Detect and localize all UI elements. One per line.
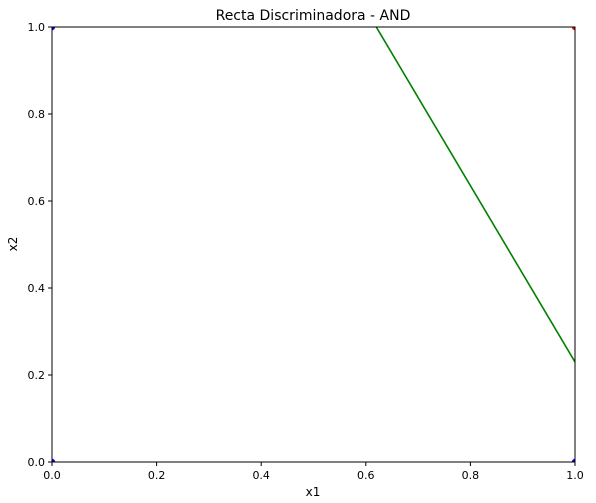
decision-line [375, 27, 575, 363]
x-tick-label: 0.6 [357, 469, 375, 482]
data-point [52, 27, 56, 31]
plot-data-layer [52, 27, 575, 462]
y-axis-label: x2 [6, 237, 20, 252]
x-tick-label: 0.4 [252, 469, 270, 482]
y-tick-label: 0.2 [28, 369, 46, 382]
y-tick-label: 0.6 [28, 195, 46, 208]
y-tick-label: 0.4 [28, 282, 46, 295]
x-tick-label: 0.8 [462, 469, 480, 482]
x-tick-label: 0.0 [43, 469, 61, 482]
x-axis-label: x1 [306, 485, 321, 499]
x-tick-label: 0.2 [148, 469, 166, 482]
x-axis: 0.0 0.2 0.4 0.6 0.8 1.0 [43, 462, 584, 482]
data-point [571, 27, 575, 31]
y-tick-label: 0.8 [28, 108, 46, 121]
plot-frame [51, 26, 576, 463]
data-point [52, 458, 56, 462]
y-tick-label: 0.0 [28, 456, 46, 469]
y-axis: 0.0 0.2 0.4 0.6 0.8 1.0 [28, 21, 52, 469]
x-tick-label: 1.0 [566, 469, 584, 482]
chart-title: Recta Discriminadora - AND [216, 8, 411, 24]
data-point [571, 458, 575, 462]
y-tick-label: 1.0 [28, 21, 46, 34]
